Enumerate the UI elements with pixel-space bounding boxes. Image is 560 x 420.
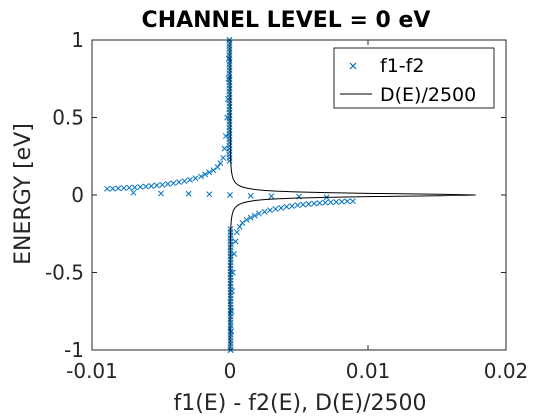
data-point-f1-f2 bbox=[251, 212, 258, 219]
chart-title: CHANNEL LEVEL = 0 eV bbox=[142, 8, 431, 33]
x-axis-label: f1(E) - f2(E), D(E)/2500 bbox=[174, 391, 427, 416]
legend: f1-f2 D(E)/2500 bbox=[333, 47, 495, 109]
y-tick-label: 0 bbox=[71, 183, 84, 207]
data-point-f1-f2 bbox=[175, 179, 182, 186]
x-tick-label: 0 bbox=[224, 359, 237, 383]
data-point-f1-f2 bbox=[232, 238, 239, 245]
axis-ticks: -0.01 0 0.01 0.02 -1 -0.5 0 0.5 1 bbox=[45, 28, 528, 383]
data-point-f1-f2 bbox=[206, 169, 213, 176]
data-point-f1-f2 bbox=[267, 207, 273, 214]
data-point-f1-f2 bbox=[294, 202, 301, 209]
data-point-f1-f2 bbox=[247, 192, 254, 199]
data-point-f1-f2 bbox=[158, 190, 164, 197]
legend-label-f1-f2: f1-f2 bbox=[380, 55, 424, 77]
data-point-f1-f2 bbox=[247, 214, 254, 221]
x-tick-label: -0.01 bbox=[66, 359, 118, 383]
legend-box bbox=[333, 47, 495, 109]
data-point-f1-f2 bbox=[278, 204, 285, 211]
data-point-f1-f2 bbox=[115, 185, 122, 192]
data-point-f1-f2 bbox=[233, 229, 240, 236]
data-point-f1-f2 bbox=[104, 185, 111, 192]
data-point-f1-f2 bbox=[227, 192, 233, 198]
data-point-f1-f2 bbox=[272, 205, 279, 212]
data-point-f1-f2 bbox=[217, 160, 224, 167]
data-point-f1-f2 bbox=[261, 208, 268, 215]
legend-marker-f1-f2 bbox=[349, 62, 357, 70]
data-point-f1-f2 bbox=[185, 190, 192, 197]
data-point-f1-f2 bbox=[322, 199, 329, 206]
y-tick-label: 0.5 bbox=[52, 106, 84, 130]
data-point-f1-f2 bbox=[316, 200, 323, 207]
data-point-f1-f2 bbox=[283, 203, 290, 210]
data-point-f1-f2 bbox=[327, 199, 334, 206]
series-dos bbox=[229, 40, 476, 350]
legend-label-dos: D(E)/2500 bbox=[380, 84, 476, 106]
data-point-f1-f2 bbox=[289, 203, 296, 209]
data-point-f1-f2 bbox=[344, 198, 351, 205]
y-axis-label: ENERGY [eV] bbox=[11, 123, 36, 265]
data-point-f1-f2 bbox=[159, 181, 166, 188]
data-point-f1-f2 bbox=[300, 201, 307, 208]
data-point-f1-f2 bbox=[333, 199, 340, 205]
data-point-f1-f2 bbox=[338, 198, 345, 205]
data-point-f1-f2 bbox=[206, 191, 213, 198]
data-point-f1-f2 bbox=[221, 145, 228, 152]
data-point-f1-f2 bbox=[305, 201, 312, 207]
data-point-f1-f2 bbox=[120, 185, 127, 191]
data-point-f1-f2 bbox=[126, 184, 133, 191]
data-point-f1-f2 bbox=[243, 216, 250, 223]
data-point-f1-f2 bbox=[181, 178, 188, 185]
data-point-f1-f2 bbox=[170, 180, 177, 187]
data-point-f1-f2 bbox=[239, 219, 246, 226]
data-point-f1-f2 bbox=[137, 183, 144, 190]
data-point-f1-f2 bbox=[130, 189, 137, 196]
data-point-f1-f2 bbox=[148, 183, 155, 189]
data-point-f1-f2 bbox=[256, 210, 262, 217]
x-tick-label: 0.01 bbox=[346, 359, 391, 383]
data-point-f1-f2 bbox=[187, 176, 193, 183]
data-point-f1-f2 bbox=[268, 193, 275, 200]
data-point-f1-f2 bbox=[349, 198, 356, 205]
data-point-f1-f2 bbox=[210, 167, 217, 174]
data-point-f1-f2 bbox=[220, 154, 227, 161]
y-tick-label: 1 bbox=[71, 28, 84, 52]
data-point-f1-f2 bbox=[236, 223, 243, 230]
dos-line bbox=[229, 40, 476, 350]
x-tick-label: 0.02 bbox=[484, 359, 529, 383]
data-point-f1-f2 bbox=[192, 175, 199, 182]
data-point-f1-f2 bbox=[198, 173, 204, 180]
y-tick-label: -1 bbox=[64, 338, 84, 362]
data-point-f1-f2 bbox=[202, 171, 209, 178]
data-point-f1-f2 bbox=[131, 184, 138, 191]
data-point-f1-f2 bbox=[214, 164, 221, 171]
y-tick-label: -0.5 bbox=[45, 261, 84, 285]
data-point-f1-f2 bbox=[164, 181, 171, 187]
data-point-f1-f2 bbox=[311, 200, 318, 207]
data-point-f1-f2 bbox=[109, 185, 116, 192]
data-point-f1-f2 bbox=[153, 182, 160, 189]
data-point-f1-f2 bbox=[142, 183, 149, 190]
